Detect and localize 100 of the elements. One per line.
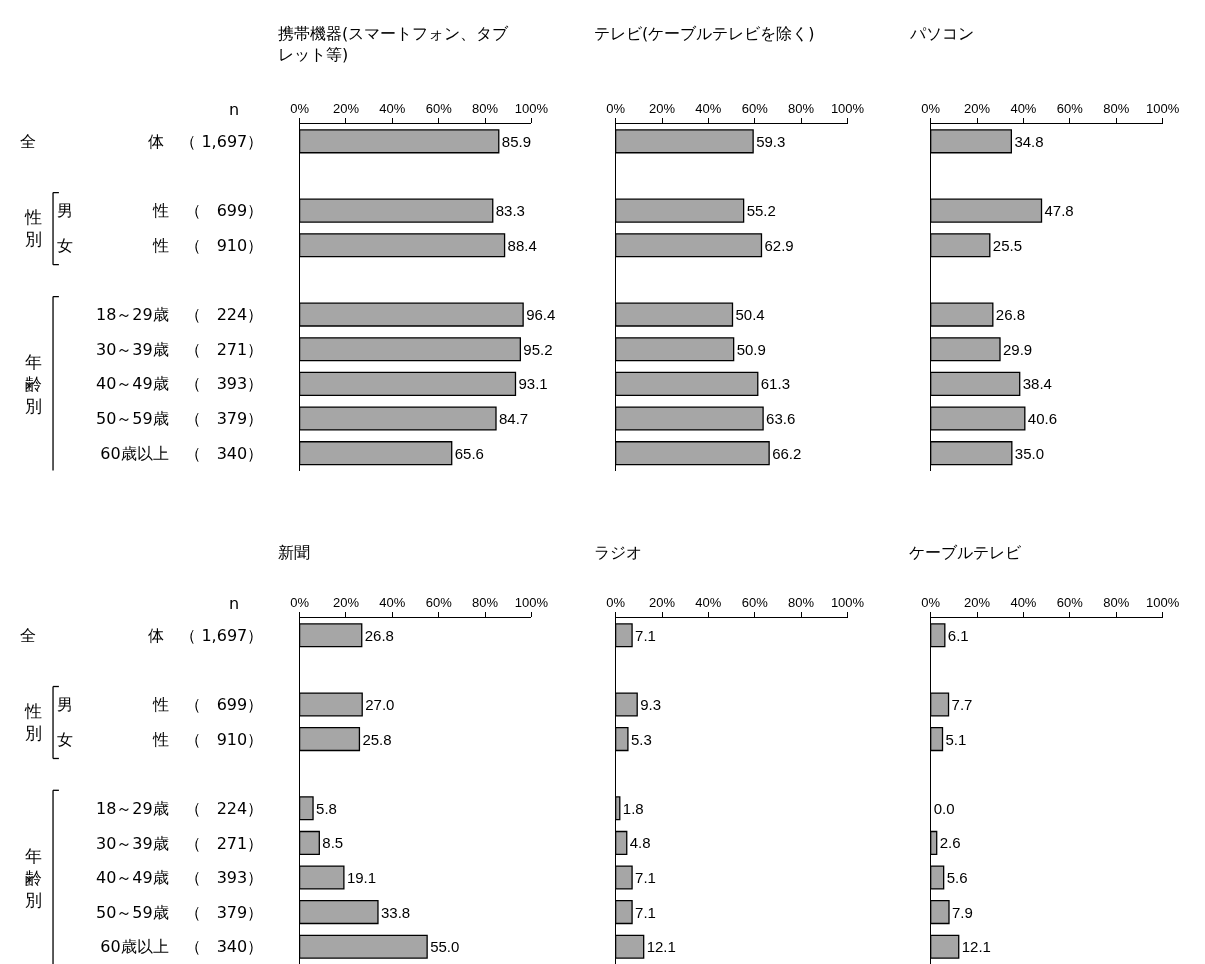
x-tick-label: 60% xyxy=(425,594,453,610)
x-tick-label: 40% xyxy=(1010,100,1037,116)
data-label: 61.3 xyxy=(760,375,790,393)
data-label: 55.0 xyxy=(430,938,460,956)
data-label: 7.1 xyxy=(635,903,656,921)
data-label: 12.1 xyxy=(646,938,676,956)
data-label: 62.9 xyxy=(764,236,794,254)
y-tick-label: 50～59歳 （ 379） xyxy=(95,409,264,429)
data-label: 96.4 xyxy=(526,306,556,324)
x-tick-label: 80% xyxy=(472,100,499,116)
y-tick-label: 18～29歳 （ 224） xyxy=(95,798,264,818)
data-label: 7.7 xyxy=(951,696,973,713)
x-tick-label: 60% xyxy=(1056,594,1084,610)
data-label: 7.9 xyxy=(951,903,973,921)
chart-title: パソコン xyxy=(909,24,974,43)
chart-title: 携帯機器(スマートフォン、タブレット等) xyxy=(278,24,510,64)
x-tick-label: 60% xyxy=(741,100,769,116)
data-label: 27.0 xyxy=(365,696,395,713)
x-tick-label: 0% xyxy=(290,594,310,610)
data-label: 66.2 xyxy=(772,444,802,462)
data-label: 5.8 xyxy=(316,799,337,817)
chart-title: ラジオ xyxy=(594,543,642,562)
text: 年齢別 xyxy=(25,352,42,417)
x-tick-label: 80% xyxy=(1103,100,1130,116)
y-tick-label: 男 性 （ 699） xyxy=(56,695,264,715)
data-label: 88.4 xyxy=(507,236,537,254)
text: 性別 xyxy=(24,701,42,744)
data-label: 5.3 xyxy=(630,730,652,748)
x-tick-label: 0% xyxy=(290,100,310,116)
data-label: 26.8 xyxy=(364,626,394,644)
text: 性別 xyxy=(24,207,42,250)
x-tick-label: 20% xyxy=(332,100,360,116)
y-tick-label: 女 性 （ 910） xyxy=(56,729,264,749)
x-tick-label: 40% xyxy=(695,594,722,610)
data-label: 25.8 xyxy=(362,730,392,748)
y-tick-label: 50～59歳 （ 379） xyxy=(95,902,264,922)
x-tick-label: 100% xyxy=(1145,594,1180,610)
data-label: 85.9 xyxy=(501,132,531,150)
data-label: 95.2 xyxy=(523,340,553,358)
data-label: 63.6 xyxy=(766,410,796,428)
y-tick-label: 全 体 （ 1,697） xyxy=(20,131,264,151)
data-label: 35.0 xyxy=(1014,444,1045,462)
x-tick-label: 60% xyxy=(425,100,453,116)
data-label: 9.3 xyxy=(640,696,662,713)
x-tick-label: 80% xyxy=(1103,594,1130,610)
data-label: 4.8 xyxy=(629,834,651,852)
x-tick-label: 100% xyxy=(1145,100,1180,116)
data-label: 47.8 xyxy=(1044,202,1074,220)
text: n xyxy=(229,594,240,613)
chart-title: テレビ(ケーブルテレビを除く) xyxy=(594,24,815,43)
data-label: 93.1 xyxy=(518,375,548,393)
chart-title: ケーブルテレビ xyxy=(909,543,1022,562)
y-tick-label: 男 性 （ 699） xyxy=(56,201,264,221)
x-tick-label: 0% xyxy=(921,100,941,116)
x-tick-label: 20% xyxy=(332,594,360,610)
data-label: 38.4 xyxy=(1022,375,1052,393)
data-label: 7.1 xyxy=(635,626,656,644)
text: 年齢別 xyxy=(25,846,42,911)
x-tick-label: 80% xyxy=(472,594,499,610)
data-label: 2.6 xyxy=(939,834,961,852)
data-label: 0.0 xyxy=(933,799,955,817)
data-label: 55.2 xyxy=(746,202,776,220)
data-label: 8.5 xyxy=(322,834,344,852)
y-tick-label: 60歳以上 （ 340） xyxy=(100,937,264,957)
x-tick-label: 40% xyxy=(379,100,406,116)
data-label: 5.6 xyxy=(946,869,968,886)
x-tick-label: 100% xyxy=(830,100,865,116)
chart-title: 新聞 xyxy=(278,543,310,562)
data-label: 84.7 xyxy=(499,410,529,428)
y-tick-label: 全 体 （ 1,697） xyxy=(20,625,264,645)
y-tick-label: 女 性 （ 910） xyxy=(56,235,264,255)
data-label: 65.6 xyxy=(454,444,484,462)
x-tick-label: 80% xyxy=(788,594,815,610)
x-tick-label: 20% xyxy=(648,100,676,116)
x-tick-label: 0% xyxy=(606,594,626,610)
y-tick-label: 18～29歳 （ 224） xyxy=(95,305,264,325)
x-tick-label: 60% xyxy=(1056,100,1084,116)
data-label: 19.1 xyxy=(346,869,377,886)
data-label: 26.8 xyxy=(995,306,1026,324)
y-tick-label: 40～49歳 （ 393） xyxy=(95,868,264,888)
x-tick-label: 60% xyxy=(741,594,769,610)
data-label: 6.1 xyxy=(947,626,969,644)
data-label: 50.9 xyxy=(736,340,766,358)
data-label: 83.3 xyxy=(495,202,525,220)
data-label: 25.5 xyxy=(992,236,1023,254)
x-tick-label: 80% xyxy=(788,100,815,116)
x-tick-label: 20% xyxy=(964,100,991,116)
x-tick-label: 0% xyxy=(606,100,626,116)
data-label: 1.8 xyxy=(622,799,644,817)
data-label: 33.8 xyxy=(380,903,411,921)
y-tick-label: 30～39歳 （ 271） xyxy=(95,833,264,853)
x-tick-label: 100% xyxy=(514,100,549,116)
y-tick-label: 40～49歳 （ 393） xyxy=(95,374,264,394)
x-tick-label: 20% xyxy=(964,594,991,610)
x-tick-label: 100% xyxy=(514,594,549,610)
x-tick-label: 40% xyxy=(379,594,406,610)
data-label: 50.4 xyxy=(735,306,765,324)
data-label: 59.3 xyxy=(756,132,786,150)
x-tick-label: 40% xyxy=(695,100,722,116)
data-label: 12.1 xyxy=(961,938,991,956)
